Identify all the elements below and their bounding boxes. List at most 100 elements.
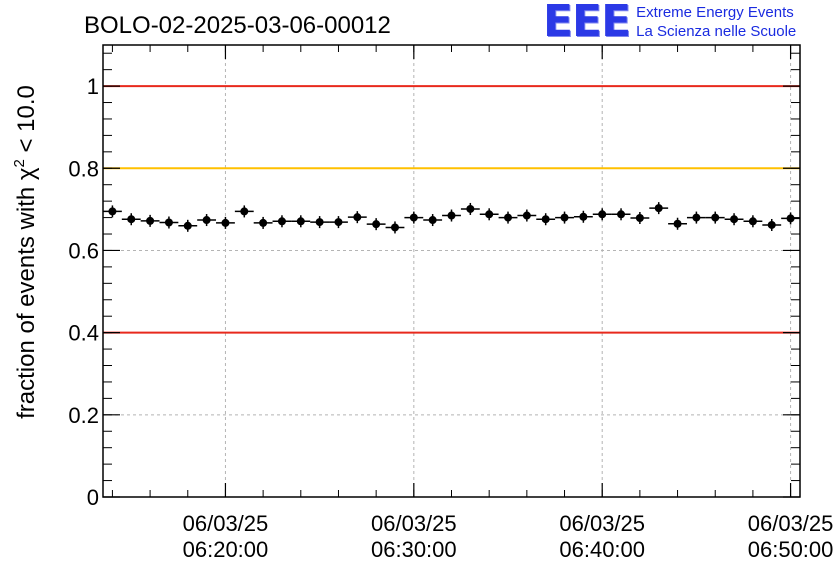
y-axis-label: fraction of events with χ2 < 10.0 bbox=[11, 85, 40, 419]
data-point bbox=[197, 214, 217, 227]
data-point bbox=[385, 221, 405, 234]
data-point bbox=[329, 216, 348, 229]
x-tick-label-date: 06/03/25 bbox=[371, 511, 457, 536]
y-tick-label: 0.2 bbox=[68, 403, 99, 428]
x-tick-label-time: 06:30:00 bbox=[371, 537, 457, 562]
data-point bbox=[668, 217, 687, 230]
data-point bbox=[272, 215, 292, 228]
data-point bbox=[366, 218, 386, 231]
data-marker bbox=[466, 204, 475, 213]
data-marker bbox=[428, 216, 437, 225]
data-marker bbox=[673, 219, 682, 228]
data-point bbox=[140, 214, 160, 227]
x-tick-label-date: 06/03/25 bbox=[748, 511, 834, 536]
data-point bbox=[103, 205, 122, 218]
x-tick-label-time: 06:40:00 bbox=[559, 537, 645, 562]
data-point bbox=[611, 208, 631, 221]
chart-title: BOLO-02-2025-03-06-00012 bbox=[84, 12, 391, 39]
data-marker bbox=[598, 210, 607, 219]
x-tick-label-time: 06:50:00 bbox=[748, 537, 834, 562]
data-marker bbox=[221, 218, 230, 227]
data-marker bbox=[334, 218, 343, 227]
data-marker bbox=[541, 215, 550, 224]
reference-lines bbox=[103, 85, 800, 334]
data-point bbox=[216, 216, 235, 229]
data-point bbox=[592, 208, 612, 221]
data-marker bbox=[183, 221, 192, 230]
data-point bbox=[121, 213, 141, 226]
data-marker bbox=[579, 212, 588, 221]
data-marker bbox=[617, 210, 626, 219]
eee-logo-text: Extreme Energy Events La Scienza nelle S… bbox=[636, 3, 796, 41]
data-point bbox=[460, 202, 480, 215]
data-points bbox=[103, 202, 800, 234]
data-point bbox=[253, 216, 273, 229]
data-point bbox=[159, 216, 179, 229]
x-tick-label-date: 06/03/25 bbox=[183, 511, 269, 536]
data-point bbox=[724, 213, 744, 226]
data-point bbox=[310, 216, 330, 229]
data-marker bbox=[164, 218, 173, 227]
y-tick-label: 0 bbox=[87, 485, 99, 510]
data-marker bbox=[277, 217, 286, 226]
y-tick-label: 0.4 bbox=[68, 321, 99, 346]
data-point bbox=[498, 211, 518, 224]
data-marker bbox=[560, 213, 569, 222]
data-point bbox=[291, 215, 311, 228]
data-marker bbox=[730, 215, 739, 224]
data-marker bbox=[767, 220, 776, 229]
data-marker bbox=[522, 211, 531, 220]
y-tick-label: 0.8 bbox=[68, 156, 99, 181]
data-marker bbox=[372, 220, 381, 229]
data-point bbox=[555, 211, 574, 224]
plot-frame bbox=[102, 44, 801, 498]
data-point bbox=[442, 209, 461, 222]
eee-logo-mark: EEE bbox=[543, 0, 631, 47]
y-tick-label: 0.6 bbox=[68, 238, 99, 263]
data-point bbox=[536, 213, 556, 226]
data-point bbox=[630, 211, 650, 224]
data-point bbox=[479, 208, 499, 221]
data-marker bbox=[635, 213, 644, 222]
y-axis: 0 0.2 0.4 0.6 0.8 1 bbox=[68, 52, 800, 510]
x-tick-label-time: 06:20:00 bbox=[183, 537, 269, 562]
data-point bbox=[347, 211, 367, 224]
data-marker bbox=[259, 218, 268, 227]
data-marker bbox=[504, 213, 513, 222]
data-point bbox=[762, 218, 782, 231]
data-marker bbox=[692, 213, 701, 222]
data-marker bbox=[786, 214, 795, 223]
data-marker bbox=[447, 211, 456, 220]
data-marker bbox=[108, 207, 117, 216]
data-marker bbox=[390, 223, 399, 232]
data-point bbox=[743, 215, 763, 228]
data-marker bbox=[296, 217, 305, 226]
data-point bbox=[423, 214, 443, 227]
data-marker bbox=[409, 213, 418, 222]
data-marker bbox=[353, 213, 362, 222]
data-point bbox=[649, 202, 669, 215]
data-marker bbox=[202, 216, 211, 225]
eee-logo: EEE Extreme Energy Events La Scienza nel… bbox=[543, 0, 796, 47]
data-point bbox=[517, 209, 537, 222]
x-tick-label-date: 06/03/25 bbox=[559, 511, 645, 536]
data-point bbox=[686, 211, 706, 224]
data-marker bbox=[748, 217, 757, 226]
data-marker bbox=[146, 216, 155, 225]
data-marker bbox=[485, 210, 494, 219]
grid bbox=[103, 45, 800, 498]
data-marker bbox=[711, 213, 720, 222]
data-point bbox=[404, 211, 424, 224]
data-point bbox=[781, 212, 800, 225]
eee-logo-line2: La Scienza nelle Scuole bbox=[636, 23, 797, 40]
x-axis: 06/03/2506:20:0006/03/2506:30:0006/03/25… bbox=[111, 45, 834, 562]
data-marker bbox=[240, 207, 249, 216]
data-marker bbox=[654, 204, 663, 213]
data-point bbox=[178, 219, 198, 232]
data-point bbox=[234, 205, 254, 218]
y-tick-label: 1 bbox=[87, 74, 99, 99]
data-marker bbox=[315, 218, 324, 227]
data-point bbox=[705, 211, 725, 224]
eee-logo-line1: Extreme Energy Events bbox=[636, 4, 794, 21]
